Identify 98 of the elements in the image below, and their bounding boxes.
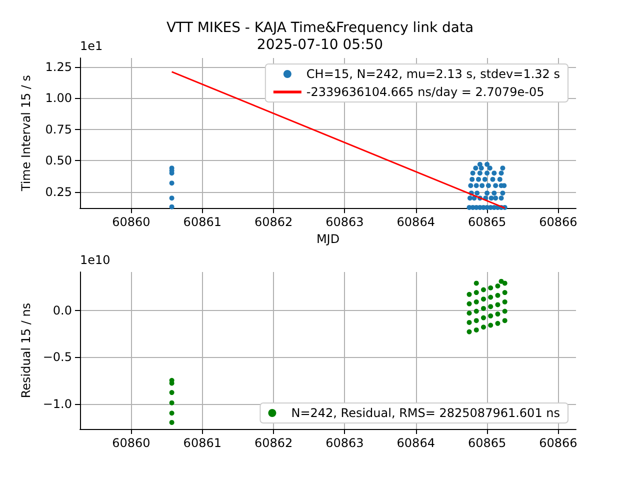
point bbox=[480, 287, 486, 292]
point bbox=[474, 318, 479, 324]
point bbox=[502, 308, 508, 314]
point bbox=[466, 301, 472, 306]
point bbox=[495, 284, 500, 289]
x-tick-label: 60861 bbox=[183, 436, 222, 450]
point bbox=[488, 313, 494, 318]
point bbox=[495, 302, 500, 308]
point bbox=[466, 310, 472, 316]
point bbox=[482, 176, 488, 182]
point bbox=[492, 170, 497, 176]
x-tick-label: 60863 bbox=[326, 436, 364, 450]
x-tick-label: 60866 bbox=[539, 215, 578, 230]
point bbox=[480, 315, 486, 320]
point bbox=[466, 329, 472, 334]
point bbox=[498, 196, 504, 201]
point bbox=[495, 320, 500, 326]
point bbox=[495, 292, 500, 298]
point bbox=[498, 170, 504, 176]
point bbox=[487, 166, 492, 171]
point bbox=[497, 176, 502, 182]
point bbox=[474, 327, 479, 332]
x-tick-label: 60861 bbox=[183, 215, 222, 230]
point bbox=[480, 324, 486, 330]
point bbox=[486, 183, 491, 188]
point bbox=[169, 400, 174, 406]
point bbox=[477, 162, 482, 167]
point bbox=[169, 196, 174, 201]
point bbox=[169, 204, 174, 210]
y-axis-title: Time Interval 15 / s bbox=[19, 74, 33, 192]
point bbox=[495, 312, 500, 317]
x-tick-label: 60864 bbox=[396, 215, 435, 230]
point bbox=[477, 170, 482, 176]
point bbox=[470, 176, 475, 182]
x-tick-label: 60864 bbox=[396, 436, 435, 450]
point bbox=[466, 320, 472, 325]
legend-label: N=242, Residual, RMS= 2825087961.601 ns bbox=[291, 406, 560, 420]
point bbox=[484, 162, 490, 167]
x-tick-label: 60865 bbox=[468, 215, 506, 230]
point bbox=[474, 183, 479, 188]
point bbox=[493, 196, 498, 201]
point bbox=[480, 183, 485, 188]
x-tick-label: 60863 bbox=[326, 215, 364, 230]
text: 1e1 bbox=[80, 39, 103, 53]
point bbox=[480, 296, 486, 302]
text: 1e10 bbox=[80, 253, 110, 267]
point bbox=[474, 190, 480, 196]
y-tick-label: 0.50 bbox=[45, 154, 72, 168]
y-tick-label: 1.25 bbox=[45, 60, 72, 74]
point bbox=[488, 196, 494, 201]
y-tick-label: −0.5 bbox=[42, 350, 72, 364]
point bbox=[474, 290, 479, 296]
point bbox=[502, 290, 508, 296]
point bbox=[468, 183, 474, 188]
point bbox=[467, 196, 472, 201]
x-tick-label: 60865 bbox=[468, 436, 506, 450]
point bbox=[500, 166, 506, 171]
point bbox=[493, 183, 498, 188]
point bbox=[488, 294, 494, 300]
point bbox=[500, 190, 506, 196]
point bbox=[169, 420, 174, 425]
y-tick-label: 1.00 bbox=[45, 91, 72, 106]
x-tick-label: 60862 bbox=[254, 436, 293, 450]
chart-title: VTT MIKES - KAJA Time&Frequency link data bbox=[166, 20, 474, 36]
point bbox=[474, 280, 479, 286]
point bbox=[498, 278, 504, 284]
point bbox=[484, 170, 490, 176]
y-axis-title: Residual 15 / ns bbox=[18, 302, 33, 398]
point bbox=[488, 322, 494, 328]
y-tick-label: 0.75 bbox=[45, 122, 72, 136]
point bbox=[502, 318, 508, 324]
legend-label: CH=15, N=242, mu=2.13 s, stdev=1.32 s bbox=[306, 67, 560, 81]
point bbox=[476, 176, 482, 182]
legend-label: -2339636104.665 ns/day = 2.7079e-05 bbox=[306, 85, 544, 99]
x-tick-label: 60860 bbox=[112, 436, 150, 450]
point bbox=[484, 190, 490, 196]
point bbox=[492, 190, 497, 196]
y-tick-label: 0.0 bbox=[52, 303, 72, 318]
point bbox=[169, 180, 174, 186]
point bbox=[490, 176, 496, 182]
y-tick-label: 0.25 bbox=[45, 184, 72, 199]
point bbox=[502, 299, 508, 304]
y-tick-label: −1.0 bbox=[42, 396, 72, 411]
point bbox=[169, 410, 174, 416]
point bbox=[488, 304, 494, 310]
point bbox=[169, 390, 174, 396]
point bbox=[473, 166, 478, 171]
x-tick-label: 60862 bbox=[254, 215, 293, 230]
point bbox=[470, 170, 476, 176]
x-axis-title: MJD bbox=[316, 232, 340, 246]
point bbox=[480, 306, 486, 311]
point bbox=[474, 299, 479, 304]
x-tick-label: 60866 bbox=[539, 436, 578, 450]
x-tick-label: 60860 bbox=[112, 215, 150, 230]
chart-subtitle: 2025-07-10 05:50 bbox=[256, 37, 384, 53]
point bbox=[474, 308, 479, 314]
point bbox=[466, 292, 472, 297]
point bbox=[488, 285, 494, 290]
